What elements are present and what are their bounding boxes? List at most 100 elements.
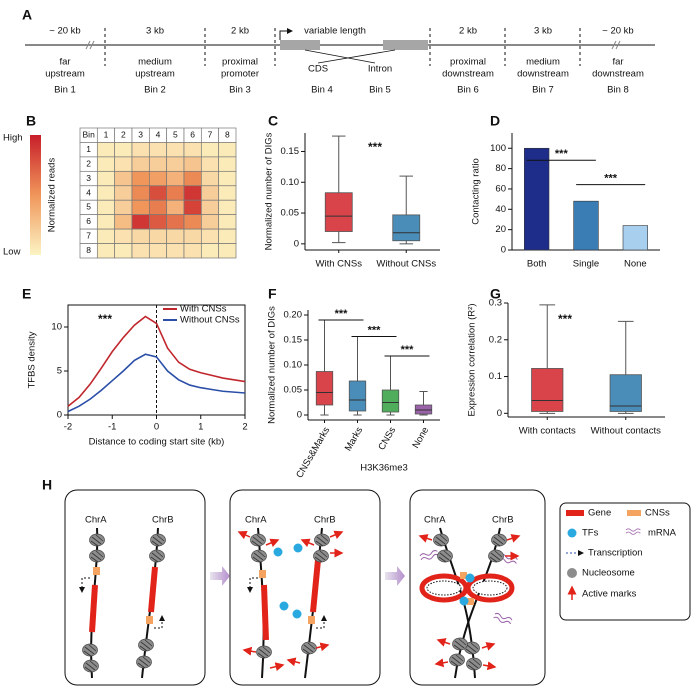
- y-tick-label: 5: [57, 366, 62, 377]
- y-axis-label: Normalized number of DIGs: [264, 132, 275, 250]
- panel-label: A: [22, 7, 32, 23]
- heatmap-cell: [200, 170, 220, 187]
- heatmap-cell: [96, 185, 116, 201]
- heatmap-cell: [114, 228, 133, 244]
- heatmap-cell: [131, 142, 150, 158]
- x-tick-label: None: [624, 259, 647, 270]
- bin-size: 2 kb: [231, 26, 249, 37]
- heatmap-cell: [148, 170, 168, 187]
- cns: [467, 598, 474, 605]
- pointer: [304, 49, 376, 64]
- y-tick-label: 40: [495, 204, 506, 215]
- bin-region: far: [59, 57, 70, 68]
- nucleosome: [437, 549, 453, 563]
- nucleosome: [313, 549, 329, 563]
- stage-box: [229, 489, 381, 686]
- x-tick-label: Without contacts: [591, 426, 661, 437]
- tss-arrow: [279, 28, 293, 40]
- heatmap-cell: [183, 214, 202, 230]
- tf: [279, 601, 289, 611]
- transcription: [79, 577, 90, 593]
- y-tick-label: 0: [501, 245, 506, 256]
- panel-label: H: [42, 477, 52, 493]
- legend-box: [559, 502, 691, 621]
- y-category: 6: [86, 216, 91, 226]
- significance-label: ***: [401, 344, 415, 356]
- bin-region: medium: [138, 57, 172, 68]
- y-tick-label: 0.10: [284, 360, 303, 371]
- heatmap-cell: [183, 170, 202, 187]
- stage-arrow: [210, 566, 230, 586]
- transcription: [247, 577, 258, 593]
- bin-region: downstream: [442, 69, 494, 80]
- y-tick-label: 80: [495, 163, 506, 174]
- y-tick-label: 100: [490, 143, 506, 154]
- y-tick-label: 0: [297, 410, 302, 421]
- stage-box: [64, 489, 206, 686]
- heatmap-cell: [166, 199, 185, 216]
- legend-mrna: [625, 528, 641, 535]
- series-line: [67, 353, 246, 413]
- heatmap-cell: [148, 214, 168, 230]
- y-tick-label: 0: [294, 238, 299, 249]
- colorbar-high: High: [3, 133, 23, 144]
- box: [381, 389, 400, 413]
- nucleosome: [89, 549, 105, 563]
- exon: [280, 40, 320, 50]
- heatmap-cell: [96, 142, 116, 158]
- panel-label: C: [268, 113, 278, 129]
- significance-label: ***: [555, 148, 569, 160]
- heatmap-cell: [114, 199, 133, 216]
- y-category: 3: [86, 173, 91, 183]
- heatmap-cell: [218, 214, 237, 230]
- bin-region: downstream: [517, 69, 569, 80]
- heatmap-cell: [131, 243, 150, 259]
- x-tick-label: Marks: [343, 425, 366, 453]
- legend-label: TFs: [582, 528, 599, 539]
- bin-size: 3 kb: [146, 26, 164, 37]
- legend-label: Without CNSs: [180, 315, 240, 326]
- y-tick-label: 10: [51, 322, 62, 333]
- separators: [104, 28, 581, 66]
- heatmap-cell: [148, 185, 168, 201]
- legend-label: Nucleosome: [582, 568, 635, 579]
- box: [315, 371, 334, 406]
- exon: [383, 40, 428, 50]
- x-category: 6: [190, 129, 195, 139]
- y-category: 8: [86, 245, 91, 255]
- x-category: 2: [121, 129, 126, 139]
- y-tick-label: 0: [497, 408, 502, 419]
- bin-region: proximal: [222, 57, 258, 68]
- panel-h-layout: [64, 489, 691, 686]
- bin-size: ~ 20 kb: [49, 26, 80, 37]
- nucleosome: [452, 637, 468, 651]
- significance-label: ***: [604, 173, 618, 185]
- heatmap-cell: [114, 185, 133, 201]
- y-tick-label: 0.10: [281, 177, 300, 188]
- annotation: ***: [558, 312, 572, 326]
- bar: [524, 147, 550, 251]
- box: [609, 374, 642, 412]
- y-tick-label: 0.15: [281, 146, 300, 157]
- y-category: 4: [86, 187, 91, 197]
- tf: [465, 573, 475, 583]
- nucleosome: [138, 638, 154, 652]
- heatmap-cell: [96, 228, 116, 244]
- bin-name: Bin 7: [532, 85, 554, 96]
- heatmap-cell: [218, 156, 237, 172]
- active-marks: [418, 534, 521, 671]
- heatmap-cell: [218, 228, 237, 244]
- significance-label: ***: [335, 308, 349, 320]
- bin-region: proximal: [450, 57, 486, 68]
- y-axis-label: Expression correlation (R²): [467, 304, 478, 417]
- bin-region: upstream: [135, 69, 175, 80]
- nucleosome: [89, 533, 105, 547]
- heatmap-cell: [114, 170, 133, 187]
- nucleosome: [449, 653, 465, 667]
- x-axis-label: Distance to coding start site (kb): [89, 437, 225, 448]
- y-tick-label: 0.05: [281, 208, 300, 219]
- legend-tf: [567, 528, 577, 538]
- bin-name: Bin 1: [54, 85, 76, 96]
- legend-label: mRNA: [648, 528, 677, 539]
